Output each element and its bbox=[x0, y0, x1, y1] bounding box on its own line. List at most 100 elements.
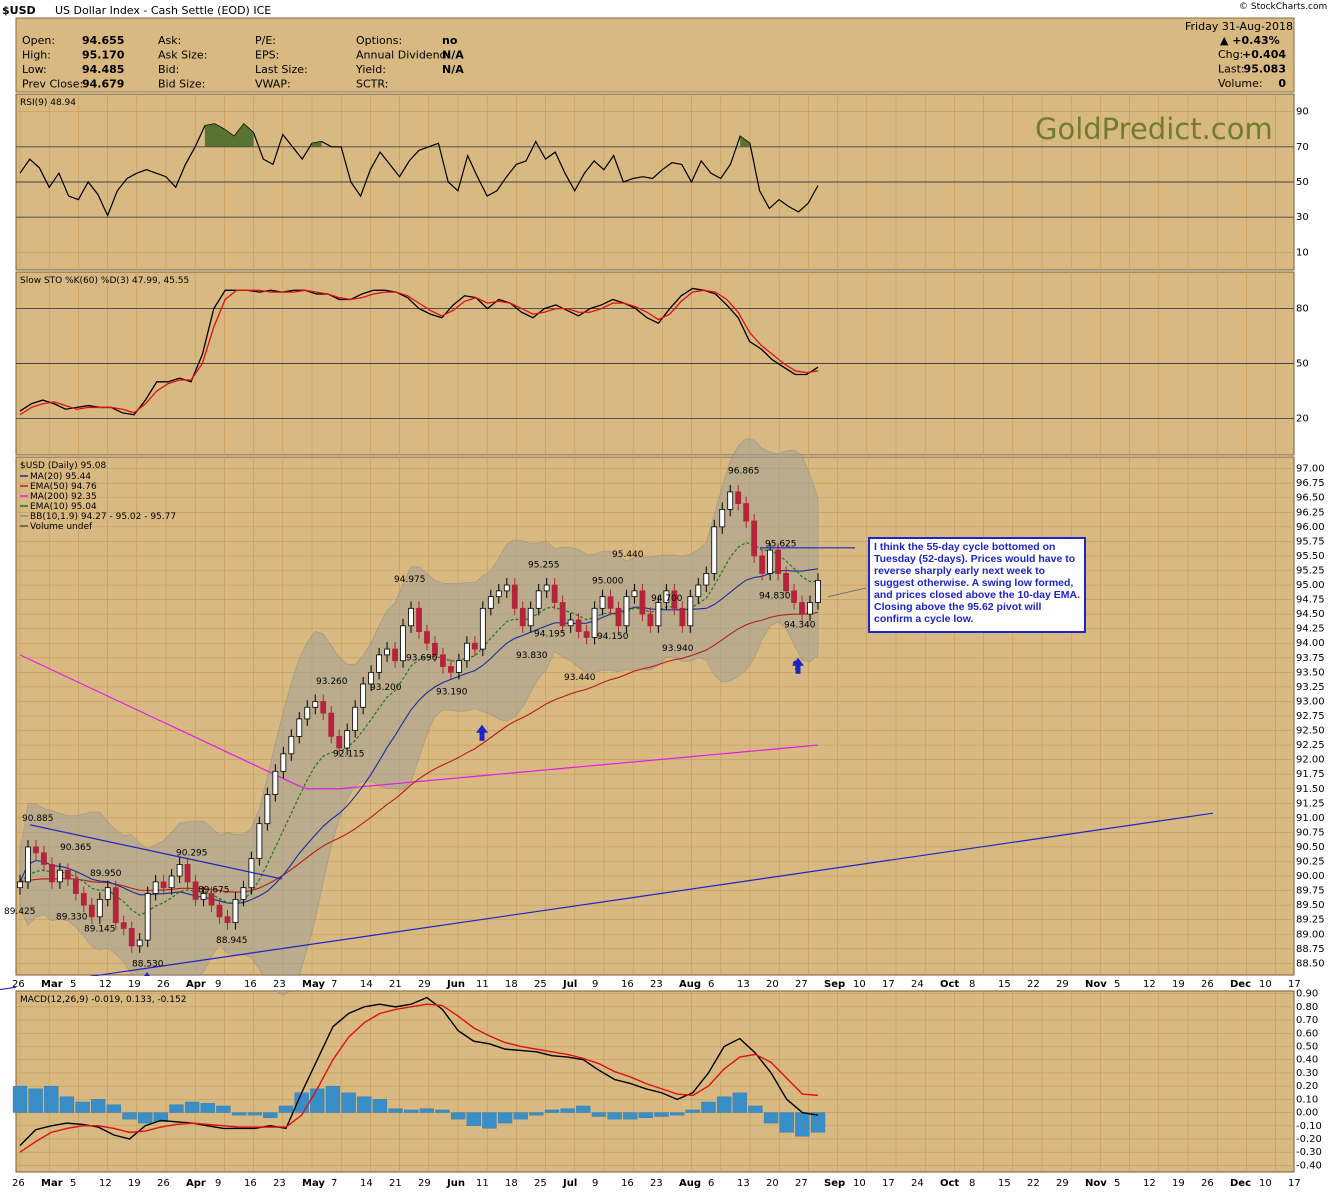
rsi-overbought-fill bbox=[311, 141, 322, 147]
macd-histogram-bar bbox=[591, 1112, 607, 1117]
y-tick-label: 0.40 bbox=[1296, 1055, 1318, 1066]
price-annotation: 95.625 bbox=[765, 540, 797, 550]
candle-body bbox=[471, 642, 478, 650]
candle-body bbox=[631, 590, 638, 598]
x-tick-label: Mar bbox=[41, 1178, 63, 1189]
candle-body bbox=[687, 596, 694, 627]
y-tick-label: 95.25 bbox=[1296, 565, 1325, 576]
candle-body bbox=[448, 666, 454, 673]
price-annotation: 88.945 bbox=[216, 936, 248, 946]
y-tick-label: 96.50 bbox=[1296, 493, 1325, 504]
quote-label: Yield: bbox=[355, 63, 386, 76]
candle-body bbox=[112, 887, 119, 924]
candle-body bbox=[559, 602, 566, 627]
macd-histogram-bar bbox=[701, 1101, 716, 1113]
quote-value: 94.485 bbox=[82, 63, 124, 76]
y-tick-label: 94.50 bbox=[1296, 609, 1325, 620]
price-annotation: 94.150 bbox=[597, 632, 629, 642]
price-annotation: 95.000 bbox=[592, 576, 624, 586]
price-annotation: 94.340 bbox=[784, 621, 816, 631]
macd-histogram-bar bbox=[153, 1112, 168, 1122]
macd-histogram-bar bbox=[341, 1092, 356, 1113]
price-annotation: 90.365 bbox=[60, 843, 92, 853]
x-tick-label: 20 bbox=[766, 979, 779, 990]
candle-body bbox=[136, 939, 143, 947]
rsi-overbought-fill bbox=[204, 123, 254, 147]
candle-body bbox=[735, 491, 742, 504]
y-tick-label: 0.70 bbox=[1296, 1015, 1318, 1026]
x-tick-label: 5 bbox=[1114, 979, 1120, 990]
candle-body bbox=[264, 794, 271, 825]
quote-label: Low: bbox=[22, 63, 47, 76]
price-annotation: 94.700 bbox=[651, 594, 683, 604]
macd-histogram-bar bbox=[278, 1105, 294, 1113]
x-tick-label: 17 bbox=[1288, 979, 1301, 990]
x-tick-label: Dec bbox=[1230, 979, 1251, 990]
candle-body bbox=[727, 491, 734, 510]
candle-body bbox=[424, 631, 430, 644]
candle-body bbox=[759, 555, 766, 574]
candle-body bbox=[312, 701, 319, 708]
macd-histogram-bar bbox=[450, 1112, 466, 1120]
quote-label: SCTR: bbox=[356, 78, 388, 91]
price-annotation: 93.260 bbox=[316, 677, 348, 687]
candle-body bbox=[719, 508, 726, 528]
x-tick-label: 19 bbox=[1172, 979, 1185, 990]
x-tick-label: Apr bbox=[186, 979, 206, 990]
down-trendline bbox=[29, 824, 283, 880]
quote-value: 94.679 bbox=[82, 78, 124, 91]
macd-histogram-bar bbox=[638, 1112, 654, 1118]
candle-body bbox=[703, 573, 710, 586]
x-tick-label: 17 bbox=[1288, 1178, 1301, 1189]
y-tick-label: 90.75 bbox=[1296, 827, 1325, 838]
panel-title: $USD (Daily) 95.08 bbox=[20, 461, 107, 471]
x-tick-label: 27 bbox=[795, 979, 808, 990]
x-tick-label: 7 bbox=[331, 1178, 337, 1189]
macd-histogram-bar bbox=[138, 1112, 153, 1124]
price-annotation: 93.940 bbox=[662, 644, 694, 654]
candle-body bbox=[336, 735, 343, 749]
macd-line bbox=[19, 996, 819, 1147]
y-tick-label: 10 bbox=[1296, 247, 1309, 258]
macd-histogram-bar bbox=[576, 1105, 591, 1113]
macd-histogram-bar bbox=[560, 1108, 575, 1113]
candle-body bbox=[639, 590, 646, 615]
x-tick-label: 11 bbox=[476, 1178, 489, 1189]
macd-histogram-bar bbox=[388, 1108, 403, 1113]
quote-label: Prev Close: bbox=[22, 78, 83, 91]
x-tick-label: 26 bbox=[12, 979, 25, 990]
candle-body bbox=[216, 904, 223, 918]
macd-histogram-bar bbox=[28, 1088, 43, 1113]
x-tick-label: 29 bbox=[418, 979, 431, 990]
price-annotation: 89.145 bbox=[84, 924, 116, 934]
x-tick-label: 29 bbox=[1056, 979, 1069, 990]
x-tick-label: Jul bbox=[562, 979, 577, 990]
candle-body bbox=[344, 730, 351, 749]
y-tick-label: 92.25 bbox=[1296, 740, 1325, 751]
x-tick-label: 26 bbox=[1201, 1178, 1214, 1189]
macd-histogram-bar bbox=[247, 1112, 262, 1116]
x-tick-label: 23 bbox=[273, 1178, 286, 1189]
candle-body bbox=[304, 706, 311, 720]
candle-body bbox=[767, 549, 774, 574]
legend-label: MA(200) 92.35 bbox=[30, 492, 97, 502]
candle-body bbox=[96, 898, 103, 918]
x-tick-label: 24 bbox=[911, 979, 924, 990]
candle-body bbox=[224, 916, 231, 924]
candle-body bbox=[479, 607, 486, 650]
panel-title: RSI(9) 48.94 bbox=[20, 98, 76, 108]
price-annotation: 94.195 bbox=[534, 629, 566, 639]
candle-body bbox=[256, 823, 263, 859]
change-pct: ▲ +0.43% bbox=[1220, 34, 1280, 47]
x-tick-label: 12 bbox=[99, 979, 112, 990]
candle-body bbox=[511, 584, 518, 609]
macd-histogram-bar bbox=[529, 1112, 544, 1116]
candle-body bbox=[33, 846, 39, 854]
price-annotation: 94.975 bbox=[394, 575, 426, 585]
macd-histogram-bar bbox=[44, 1085, 59, 1113]
price-annotation: 95.255 bbox=[528, 561, 560, 571]
x-axis-strip bbox=[16, 976, 1294, 990]
candle-body bbox=[751, 520, 758, 557]
x-tick-label: 9 bbox=[215, 1178, 221, 1189]
